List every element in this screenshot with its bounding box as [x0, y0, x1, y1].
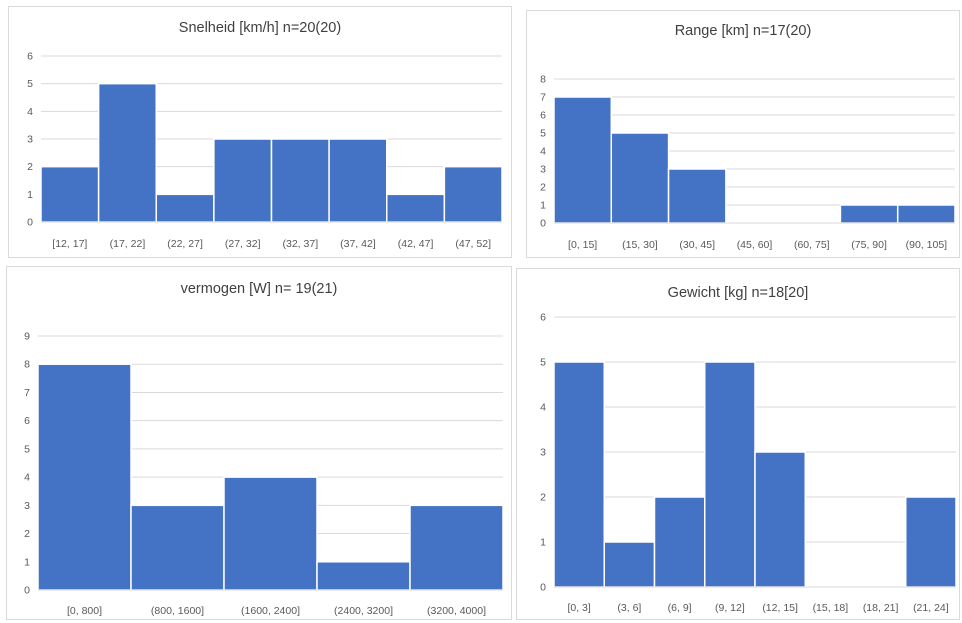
y-tick-label: 6 — [27, 51, 33, 63]
chart-plot: 0 1 2 3 4 5 6 7 8 [0, 15] (15, 30] (30, 45] (45, 60]… — [540, 74, 956, 251]
y-tick-label: 0 — [540, 218, 546, 230]
chart-title: Range [km] n=17(20) — [674, 23, 812, 39]
x-tick-label: (6, 9] — [668, 602, 692, 614]
y-tick-label: 4 — [540, 146, 546, 158]
histogram-bar — [40, 165, 100, 223]
y-tick-label: 0 — [27, 217, 33, 229]
y-tick-label: 9 — [24, 331, 30, 343]
histogram-bar — [610, 132, 670, 224]
x-tick-label: (3, 6] — [617, 602, 641, 614]
y-tick-label: 3 — [540, 447, 546, 459]
y-tick-label: 6 — [24, 415, 30, 427]
y-tick-label: 4 — [24, 472, 30, 484]
y-tick-label: 1 — [27, 189, 33, 201]
x-tick-label: (15, 18] — [813, 602, 849, 614]
x-tick-label: (12, 15] — [762, 602, 798, 614]
y-tick-label: 6 — [540, 110, 546, 122]
histogram-bar — [223, 476, 318, 591]
y-tick-label: 8 — [24, 359, 30, 371]
y-tick-label: 5 — [540, 357, 546, 369]
chart-plot: 0 1 2 3 4 5 6 7 8 9 [0, 800] (800, 1600] (1600, 2400… — [24, 331, 504, 617]
y-tick-label: 1 — [24, 556, 30, 568]
histogram-bar — [386, 193, 446, 223]
y-tick-label: 0 — [540, 582, 546, 594]
x-tick-label: (90, 105] — [906, 239, 948, 251]
y-tick-label: 6 — [540, 312, 546, 324]
histogram-bar — [667, 168, 727, 224]
x-tick-label: [12, 17] — [52, 238, 87, 250]
chart-title: Gewicht [kg] n=18[20] — [667, 285, 809, 301]
x-tick-label: [0, 3] — [567, 602, 590, 614]
x-tick-label: (37, 42] — [340, 238, 376, 250]
histogram-bar — [704, 361, 756, 588]
x-tick-label: (32, 37] — [283, 238, 319, 250]
histogram-bar — [97, 82, 157, 223]
chart-title: vermogen [W] n= 19(21) — [180, 281, 338, 297]
x-tick-label: [0, 15] — [568, 239, 597, 251]
histogram-bar — [155, 193, 215, 223]
y-tick-label: 3 — [24, 500, 30, 512]
x-tick-label: (9, 12] — [715, 602, 745, 614]
chart-plot: 0 1 2 3 4 5 6 [0, 3] (3, 6] (6, 9] (9, 12] (12, 15]… — [540, 312, 957, 614]
x-tick-label: [0, 800] — [67, 605, 102, 617]
x-tick-label: (60, 75] — [794, 239, 830, 251]
chart-title: Snelheid [km/h] n=20(20) — [178, 20, 342, 36]
histogram-bar — [653, 496, 706, 588]
x-tick-label: (75, 90] — [851, 239, 887, 251]
histogram-bar — [213, 138, 273, 223]
x-tick-label: (30, 45] — [679, 239, 715, 251]
histogram-bar — [754, 451, 806, 588]
y-tick-label: 3 — [27, 134, 33, 146]
histogram-bar — [37, 363, 132, 591]
x-tick-label: (1600, 2400] — [241, 605, 300, 617]
y-tick-label: 1 — [540, 200, 546, 212]
x-tick-label: (18, 21] — [863, 602, 899, 614]
histogram-bar — [553, 361, 605, 588]
chart-snelheid: Snelheid [km/h] n=20(20) 0 1 2 3 4 5 6 [12, 17]… — [8, 6, 512, 258]
histogram-bar — [603, 541, 656, 588]
y-tick-label: 3 — [540, 164, 546, 176]
y-tick-label: 5 — [540, 128, 546, 140]
x-tick-label: (47, 52] — [455, 238, 491, 250]
y-tick-label: 7 — [24, 387, 30, 399]
histogram-bar — [443, 165, 503, 223]
histogram-bar — [328, 138, 388, 223]
y-tick-label: 7 — [540, 92, 546, 104]
chart-gewicht: Gewicht [kg] n=18[20] 0 1 2 3 4 5 6 [0, 3] (3, 6… — [516, 268, 960, 620]
chart-range: Range [km] n=17(20) 0 1 2 3 4 5 6 7 8 [0, 15] (15,… — [526, 10, 960, 258]
x-tick-label: (22, 27] — [167, 238, 203, 250]
x-tick-label: (17, 22] — [110, 238, 146, 250]
chart-plot: 0 1 2 3 4 5 6 [12, 17] (17, 22] (22, 27] (27, 32] (… — [27, 51, 503, 250]
y-tick-label: 1 — [540, 537, 546, 549]
y-tick-label: 5 — [24, 443, 30, 455]
histogram-bar — [316, 561, 411, 591]
y-tick-label: 5 — [27, 78, 33, 90]
y-tick-label: 2 — [27, 161, 33, 173]
x-tick-label: (45, 60] — [737, 239, 773, 251]
x-tick-label: (2400, 3200] — [334, 605, 393, 617]
histogram-bar — [905, 496, 957, 588]
chart-vermogen: vermogen [W] n= 19(21) 0 1 2 3 4 5 6 7 8 9 [0, 800… — [6, 266, 512, 620]
x-tick-label: (27, 32] — [225, 238, 261, 250]
y-tick-label: 4 — [27, 106, 33, 118]
histogram-bar — [839, 204, 899, 224]
y-tick-label: 2 — [540, 182, 546, 194]
histogram-bar — [130, 504, 225, 591]
y-tick-label: 8 — [540, 74, 546, 86]
x-tick-label: (42, 47] — [398, 238, 434, 250]
x-tick-label: (21, 24] — [913, 602, 949, 614]
y-tick-label: 4 — [540, 402, 546, 414]
histogram-bar — [270, 138, 330, 223]
x-tick-label: (3200, 4000] — [427, 605, 486, 617]
y-tick-label: 2 — [540, 492, 546, 504]
y-tick-label: 2 — [24, 528, 30, 540]
histogram-bar — [896, 204, 956, 224]
histogram-bar — [553, 96, 613, 224]
y-tick-label: 0 — [24, 585, 30, 597]
histogram-bar — [409, 504, 504, 591]
x-tick-label: (800, 1600] — [151, 605, 204, 617]
x-tick-label: (15, 30] — [622, 239, 658, 251]
